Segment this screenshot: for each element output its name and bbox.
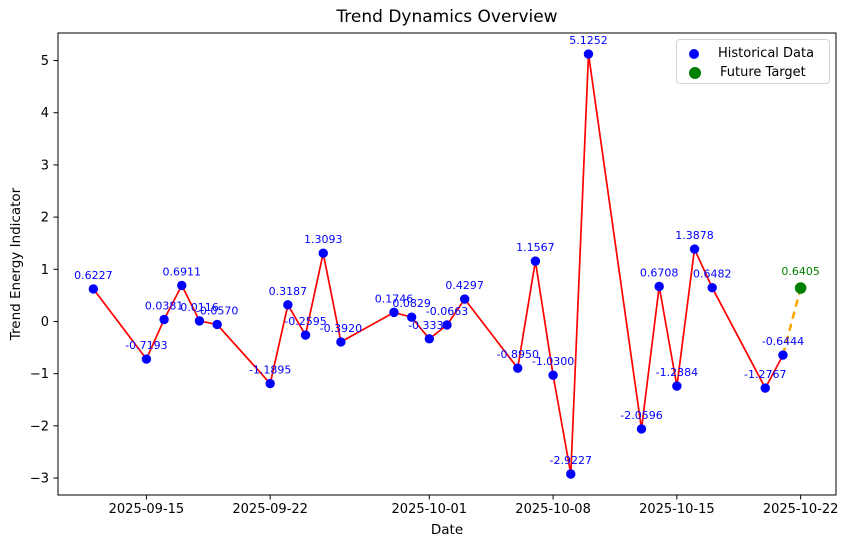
- historical-point: [194, 316, 205, 326]
- point-value-label: -0.6444: [762, 335, 804, 348]
- historical-point: [141, 354, 152, 364]
- historical-point: [212, 319, 222, 330]
- future-target-point: [794, 282, 807, 294]
- chart-title: Trend Dynamics Overview: [335, 7, 557, 27]
- legend-item-future: Future Target: [689, 63, 829, 82]
- point-value-label: -1.2384: [656, 366, 698, 379]
- point-value-label: -2.9227: [550, 454, 592, 467]
- historical-point: [424, 334, 435, 344]
- point-value-label: -1.2767: [744, 368, 786, 381]
- historical-point: [459, 294, 470, 304]
- historical-point: [318, 248, 328, 258]
- historical-point: [760, 383, 770, 393]
- future-target-marker-icon: [689, 66, 701, 79]
- point-value-label: 0.6482: [693, 268, 732, 281]
- historical-point: [442, 320, 452, 330]
- point-value-label: -1.1895: [249, 364, 291, 377]
- point-value-label: 0.3187: [269, 285, 308, 298]
- y-tick-label: 5: [41, 54, 49, 69]
- point-value-label: -0.8950: [496, 348, 538, 361]
- x-tick-label: 2025-09-15: [109, 502, 185, 517]
- historical-data-marker-icon: [689, 48, 699, 59]
- x-tick-label: 2025-09-22: [232, 502, 308, 517]
- y-tick-label: −1: [30, 367, 49, 382]
- point-value-label: 5.1252: [569, 34, 608, 47]
- historical-point: [583, 49, 594, 59]
- y-tick-label: −3: [30, 472, 49, 487]
- y-tick-label: −2: [30, 419, 49, 434]
- plot-border: [57, 32, 837, 496]
- historical-point: [159, 314, 169, 325]
- historical-point: [778, 350, 788, 360]
- historical-point: [654, 281, 664, 292]
- historical-point: [177, 280, 187, 291]
- x-tick-label: 2025-10-22: [763, 502, 839, 517]
- point-value-label: 0.0829: [392, 297, 431, 310]
- legend-item-historical: Historical Data: [689, 44, 829, 63]
- point-value-label: 1.3093: [304, 233, 343, 246]
- point-value-label: 0.4297: [445, 279, 484, 292]
- historical-point: [530, 256, 541, 266]
- historical-point: [566, 469, 576, 479]
- point-value-label: 0.1746: [375, 292, 414, 305]
- point-value-label: -0.0570: [196, 304, 238, 317]
- historical-point: [548, 370, 558, 380]
- historical-point: [689, 244, 700, 254]
- historical-line: [92, 53, 784, 475]
- point-value-label: 0.6227: [74, 269, 113, 282]
- x-tick-label: 2025-10-08: [515, 502, 591, 517]
- y-tick-label: 2: [41, 211, 49, 226]
- y-tick-label: 0: [41, 315, 49, 330]
- point-value-label: -2.0596: [620, 409, 662, 422]
- legend-label-historical: Historical Data: [718, 46, 815, 61]
- historical-point: [283, 300, 293, 310]
- point-value-label: 0.0381: [145, 299, 184, 312]
- historical-point: [636, 424, 647, 434]
- y-tick-label: 3: [41, 158, 49, 173]
- x-tick-label: 2025-10-01: [392, 502, 468, 517]
- legend-label-future: Future Target: [720, 65, 806, 80]
- plot-area: 2025-09-15 2025-09-22 2025-10-01 2025-10-08…: [30, 32, 839, 517]
- point-value-label: -0.3330: [408, 319, 450, 332]
- point-value-label: -0.7193: [125, 339, 167, 352]
- point-value-label: -0.3920: [320, 322, 362, 335]
- point-value-label: 0.0116: [180, 301, 219, 314]
- point-value-label: 1.3878: [675, 229, 714, 242]
- historical-point: [265, 378, 275, 389]
- historical-point: [672, 381, 682, 391]
- point-value-label: -0.0663: [426, 305, 468, 318]
- point-value-label: 1.1567: [516, 241, 555, 254]
- historical-point: [88, 284, 99, 294]
- historical-point: [300, 330, 311, 340]
- point-value-label: 0.6708: [640, 266, 679, 279]
- point-value-label: -0.2595: [284, 315, 326, 328]
- x-axis-label: Date: [431, 522, 463, 538]
- y-tick-label: 4: [41, 106, 49, 121]
- historical-point: [513, 363, 523, 373]
- y-tick-label: 1: [41, 263, 49, 278]
- point-value-label: 0.6911: [163, 265, 202, 278]
- point-value-label: -1.0300: [532, 355, 574, 368]
- historical-point: [389, 307, 399, 318]
- future-value-label: 0.6405: [781, 265, 820, 278]
- y-axis-label: Trend Energy Indicator: [8, 187, 24, 341]
- legend: Historical Data Future Target: [676, 39, 830, 84]
- historical-point: [336, 337, 346, 347]
- historical-point: [707, 282, 717, 293]
- historical-point: [406, 312, 417, 322]
- x-tick-label: 2025-10-15: [639, 502, 715, 517]
